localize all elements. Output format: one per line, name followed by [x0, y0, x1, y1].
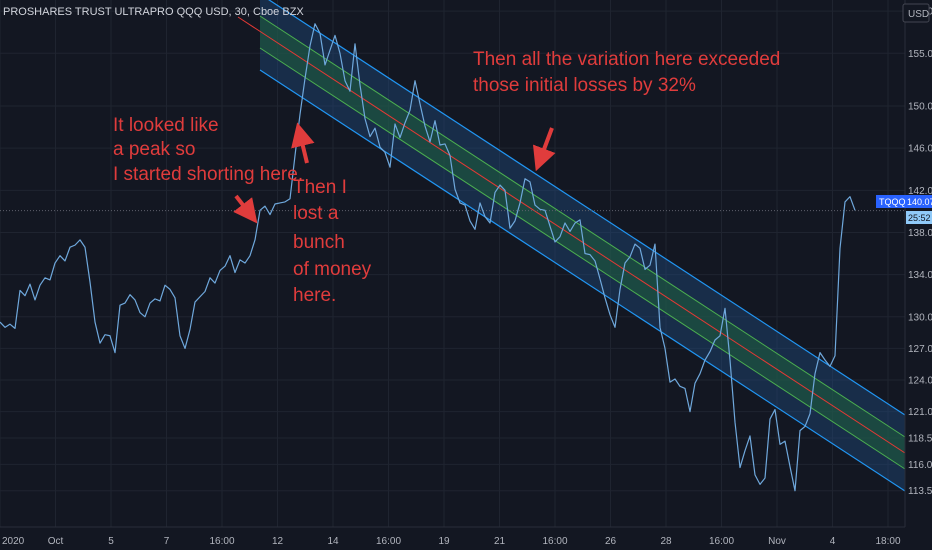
y-tick-label: 116.00: [908, 460, 932, 471]
x-tick-label: 19: [438, 536, 450, 547]
annotation-arrow-loss: [291, 122, 315, 164]
x-tick-label: 16:00: [376, 536, 401, 547]
channel-upper-line: [268, 0, 906, 416]
annotation-variation-line-2: those initial losses by 32%: [473, 75, 696, 96]
y-tick-label: 155.00: [908, 49, 932, 60]
channel-lower-line: [259, 69, 906, 492]
y-tick-label: 150.00: [908, 102, 932, 113]
x-tick-label: 28: [660, 536, 672, 547]
y-tick-label: 130.00: [908, 312, 932, 323]
regression-channel[interactable]: [237, 0, 906, 492]
annotation-arrow-variation: [532, 127, 556, 172]
x-tick-label: 2020: [2, 536, 25, 547]
x-tick-label: 21: [494, 536, 506, 547]
y-tick-label: 127.00: [908, 344, 932, 355]
price-series-line: [0, 23, 856, 492]
y-tick-label: 142.00: [908, 186, 932, 197]
gridlines: [0, 0, 905, 527]
symbol-tag: TQQQ: [879, 197, 906, 207]
x-tick-label: 16:00: [709, 536, 734, 547]
y-tick-label: 113.50: [908, 486, 932, 497]
last-price-value: 140.07: [907, 197, 932, 207]
y-tick-label: 134.00: [908, 270, 932, 281]
annotation-loss-line-2: lost a: [293, 203, 339, 224]
x-tick-label: Oct: [48, 536, 64, 547]
annotation-loss-line-4: of money: [293, 259, 372, 280]
chart-title: PROSHARES TRUST ULTRAPRO QQQ USD, 30, Cb…: [3, 6, 304, 18]
y-tick-label: 138.00: [908, 228, 932, 239]
y-tick-label: 121.00: [908, 407, 932, 418]
x-tick-label: 16:00: [542, 536, 567, 547]
x-tick-label: 18:00: [875, 536, 900, 547]
currency-label: USD: [902, 3, 930, 23]
y-tick-label: 146.00: [908, 144, 932, 155]
x-tick-label: 14: [327, 536, 339, 547]
annotation-peak-line-1: It looked like: [113, 115, 219, 136]
annotation-variation-line-1: Then all the variation here exceeded: [473, 49, 780, 70]
x-tick-label: 4: [830, 536, 836, 547]
annotation-arrow-peak: [233, 194, 258, 224]
x-tick-label: Nov: [768, 536, 786, 547]
channel-inner-upper-line: [259, 15, 906, 438]
y-tick-label: 118.50: [908, 434, 932, 445]
annotation-loss-line-1: Then I: [293, 177, 347, 198]
x-tick-label: 26: [605, 536, 617, 547]
channel-inner-lower-line: [259, 47, 906, 470]
annotation-loss-line-3: bunch: [293, 232, 345, 253]
annotation-peak-line-3: I started shorting here.: [113, 164, 303, 185]
x-tick-label: 7: [164, 536, 170, 547]
annotations: It looked like a peak so I started short…: [113, 49, 780, 306]
x-tick-label: 5: [108, 536, 114, 547]
price-tag: TQQQ 140.07 25:52: [876, 195, 932, 224]
y-axis[interactable]: 113.50 116.00 118.50 121.00 124.00 127.00 130.…: [904, 0, 932, 527]
x-tick-label: 12: [272, 536, 284, 547]
annotation-loss-line-5: here.: [293, 285, 336, 306]
x-axis[interactable]: 2020 Oct 5 7 16:00 12 14 16:00 19 21 16:00 26 28 16:0…: [0, 526, 905, 547]
currency-text: USD: [908, 9, 929, 20]
x-tick-label: 16:00: [209, 536, 234, 547]
annotation-peak-line-2: a peak so: [113, 139, 195, 160]
bar-countdown: 25:52: [908, 213, 931, 223]
y-tick-label: 124.00: [908, 376, 932, 387]
